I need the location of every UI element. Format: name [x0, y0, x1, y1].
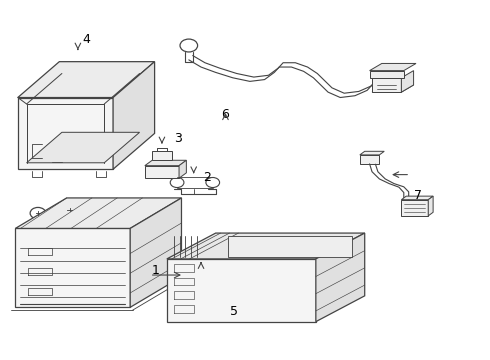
Text: 3: 3: [174, 132, 182, 145]
Polygon shape: [360, 155, 379, 164]
Polygon shape: [179, 160, 186, 178]
Polygon shape: [167, 233, 365, 259]
Polygon shape: [15, 198, 181, 228]
Polygon shape: [401, 196, 433, 200]
Polygon shape: [372, 78, 401, 92]
Polygon shape: [369, 63, 416, 71]
Polygon shape: [316, 233, 365, 321]
Polygon shape: [113, 62, 155, 169]
Polygon shape: [26, 132, 140, 163]
Polygon shape: [130, 198, 181, 307]
Polygon shape: [145, 160, 186, 166]
Polygon shape: [428, 196, 433, 216]
Text: 7: 7: [414, 189, 421, 202]
Text: 1: 1: [152, 264, 160, 277]
Polygon shape: [369, 71, 404, 78]
Text: 2: 2: [203, 171, 211, 184]
Polygon shape: [18, 62, 155, 98]
Text: 4: 4: [82, 32, 90, 45]
Polygon shape: [15, 228, 130, 307]
Polygon shape: [18, 98, 113, 169]
Polygon shape: [152, 151, 171, 160]
Polygon shape: [372, 85, 414, 92]
Polygon shape: [401, 71, 414, 92]
Text: 6: 6: [221, 108, 229, 121]
Polygon shape: [401, 200, 428, 216]
Polygon shape: [360, 151, 384, 155]
Polygon shape: [167, 259, 316, 321]
Polygon shape: [145, 166, 179, 178]
Text: 5: 5: [230, 305, 238, 318]
Polygon shape: [228, 236, 352, 257]
